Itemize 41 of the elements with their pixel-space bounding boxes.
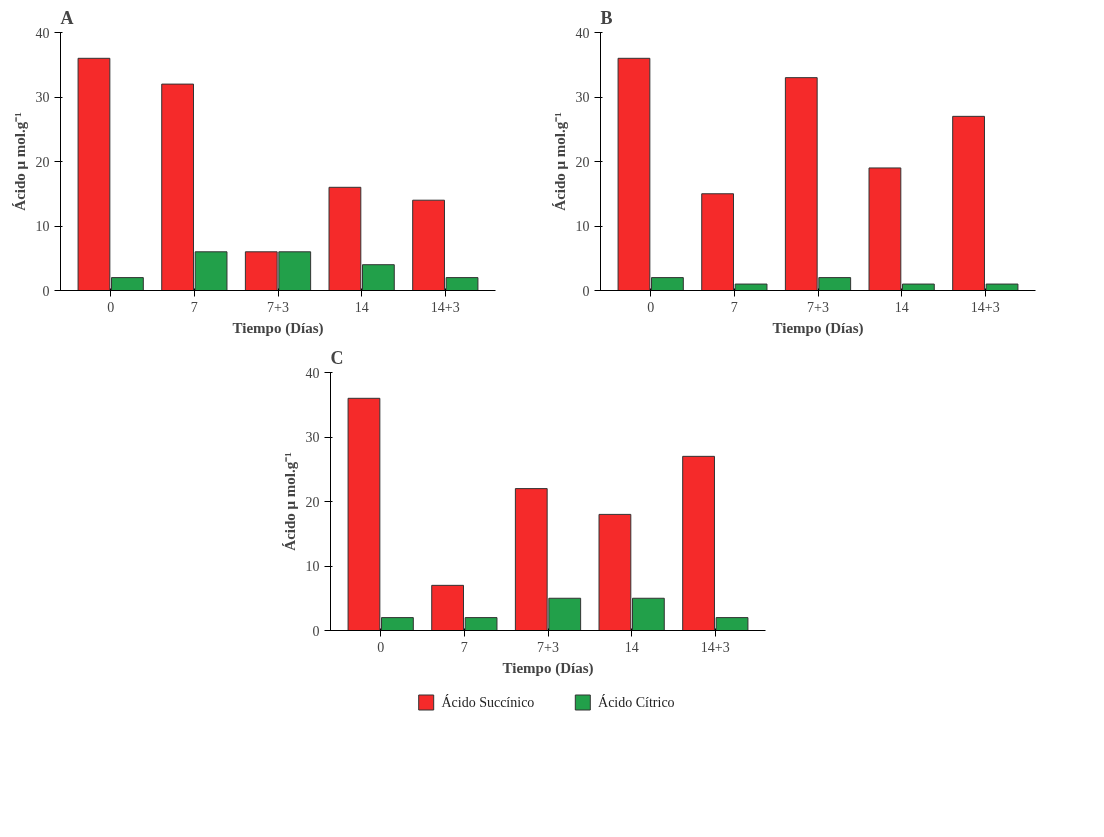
- x-tick-label: 0: [107, 299, 115, 315]
- y-tick-label: 40: [575, 25, 590, 41]
- x-tick-label: 7+3: [537, 639, 559, 655]
- chart-title: A: [60, 7, 74, 28]
- y-tick-label: 10: [305, 559, 320, 574]
- x-tick-label: 7+3: [807, 299, 829, 315]
- chart-title: B: [600, 7, 613, 28]
- x-tick-label: 7: [190, 299, 198, 315]
- x-tick-label: 14: [354, 299, 369, 315]
- y-tick-label: 20: [305, 494, 320, 510]
- y-tick-label: 20: [35, 154, 50, 170]
- x-tick-label: 7: [730, 299, 738, 315]
- x-tick-label: 7: [460, 639, 468, 655]
- x-tick-label: 14+3: [430, 299, 460, 315]
- y-tick-label: 0: [582, 283, 590, 299]
- x-tick-label: 0: [377, 639, 385, 655]
- y-tick-label: 0: [312, 623, 320, 639]
- y-axis-title: Ácido μ mol.g⁻¹: [551, 112, 568, 211]
- y-tick-label: 0: [42, 283, 50, 299]
- x-axis-title: Tiempo (Días): [772, 319, 864, 337]
- x-tick-label: 7+3: [267, 299, 289, 315]
- x-axis-title: Tiempo (Días): [232, 319, 324, 337]
- x-tick-label: 14+3: [700, 639, 730, 655]
- chart-title: C: [330, 347, 344, 368]
- y-tick-label: 20: [575, 154, 590, 170]
- x-tick-label: 14: [624, 639, 639, 655]
- x-tick-label: 14+3: [970, 299, 1000, 315]
- legend-label: Ácido Cítrico: [598, 694, 675, 710]
- y-tick-label: 30: [35, 90, 50, 105]
- y-axis-title: Ácido μ mol.g⁻¹: [11, 112, 28, 211]
- legend-label: Ácido Succínico: [441, 694, 535, 710]
- y-tick-label: 10: [35, 219, 50, 234]
- y-tick-label: 30: [575, 90, 590, 105]
- y-tick-label: 40: [35, 25, 50, 41]
- x-tick-label: 0: [647, 299, 655, 315]
- y-tick-label: 30: [305, 430, 320, 445]
- x-axis-title: Tiempo (Días): [502, 659, 594, 677]
- y-tick-label: 40: [305, 365, 320, 381]
- y-axis-title: Ácido μ mol.g⁻¹: [281, 452, 298, 551]
- x-tick-label: 14: [894, 299, 909, 315]
- y-tick-label: 10: [575, 219, 590, 234]
